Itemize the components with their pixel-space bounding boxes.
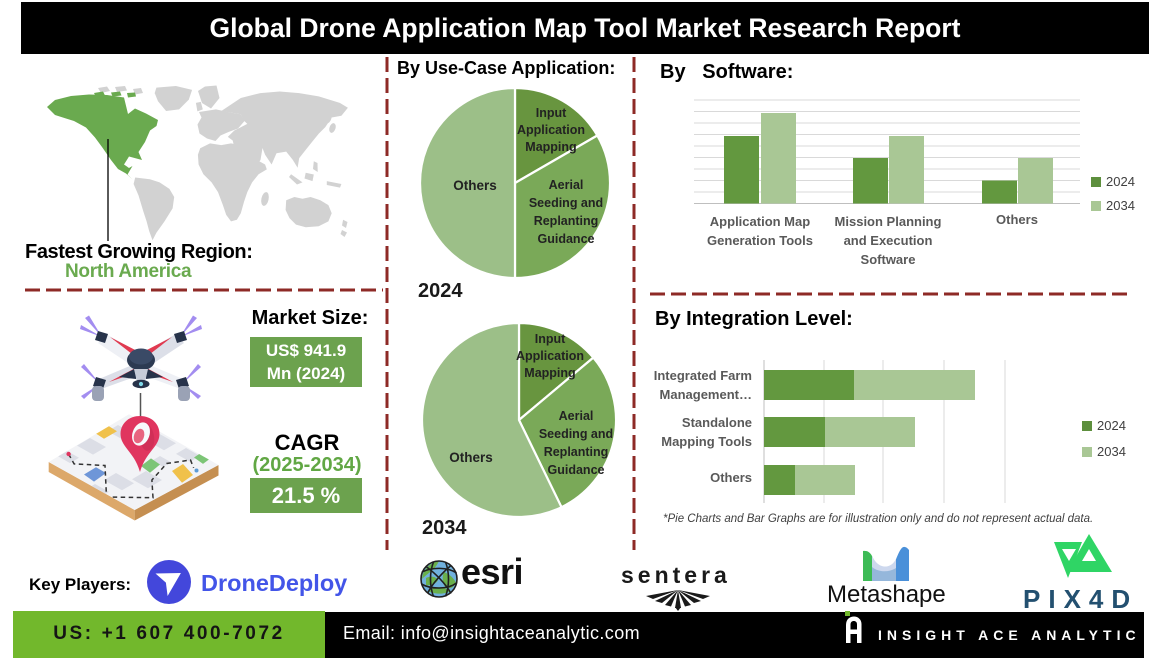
svg-text:2034: 2034 bbox=[1097, 444, 1126, 459]
svg-text:2034: 2034 bbox=[1106, 198, 1135, 213]
svg-text:2024: 2024 bbox=[1106, 174, 1135, 189]
svg-text:2024: 2024 bbox=[1097, 418, 1126, 433]
